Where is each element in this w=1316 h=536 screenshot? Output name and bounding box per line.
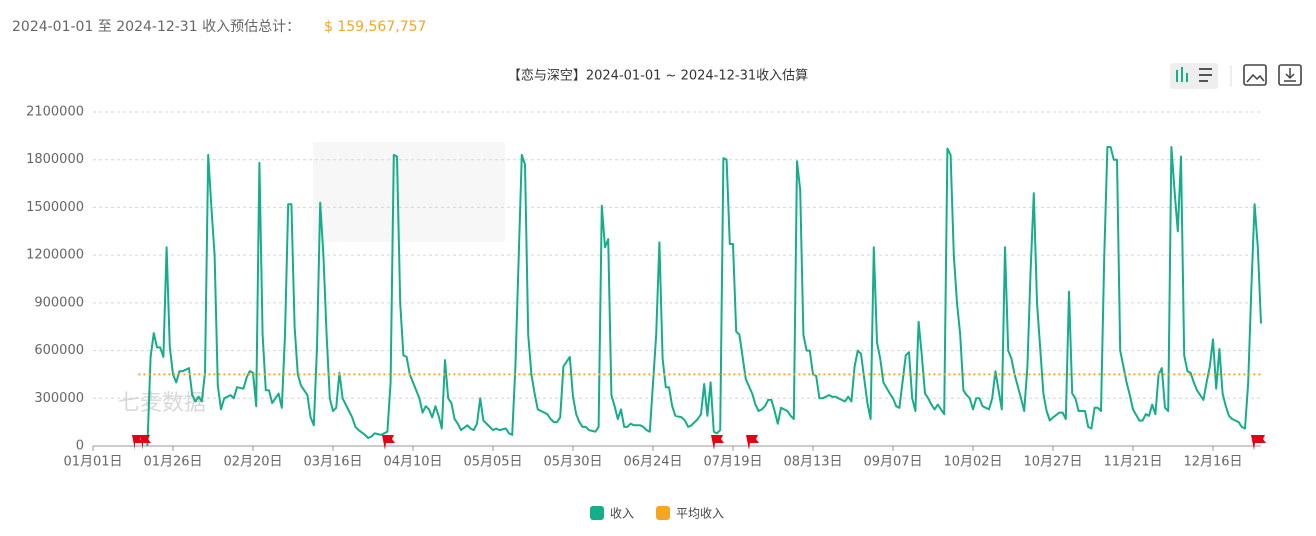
y-tick-label: 900000 <box>34 295 84 310</box>
y-tick-label: 300000 <box>34 391 84 406</box>
y-tick-label: 0 <box>76 439 84 454</box>
x-tick-label: 12月16日 <box>1183 455 1242 470</box>
x-tick-label: 04月10日 <box>383 455 442 470</box>
plot: 0 300000 600000 900000 1200000 1500000 1800000… <box>26 105 1262 470</box>
x-tick-label: 10月02日 <box>943 455 1002 470</box>
legend-swatch[interactable] <box>590 506 604 520</box>
event-flags <box>132 435 1266 450</box>
x-tick-label: 11月21日 <box>1103 455 1162 470</box>
y-tick-label: 600000 <box>34 343 84 358</box>
x-tick-label: 07月19日 <box>703 455 762 470</box>
header-total: $ 159,567,757 <box>324 19 426 35</box>
image-icon <box>1246 73 1265 83</box>
watermark-box <box>313 142 505 242</box>
download-icon <box>1284 68 1296 82</box>
toolbar <box>1170 63 1302 89</box>
event-flag[interactable] <box>132 435 143 450</box>
event-flag[interactable] <box>711 435 724 450</box>
y-tick-label: 1500000 <box>26 200 84 215</box>
legend-swatch[interactable] <box>656 506 671 520</box>
x-tick-label: 01月01日 <box>63 455 122 470</box>
chart-title: 【恋与深空】2024-01-01 ~ 2024-12-31收入估算 <box>508 68 808 84</box>
event-flag[interactable] <box>1251 435 1266 450</box>
event-flag[interactable] <box>746 435 759 450</box>
x-tick-label: 06月24日 <box>623 455 682 470</box>
x-tick-label: 05月05日 <box>463 455 522 470</box>
x-tick-label: 05月30日 <box>543 455 602 470</box>
x-tick-label: 10月27日 <box>1023 455 1082 470</box>
x-tick-label: 08月13日 <box>783 455 842 470</box>
event-flag[interactable] <box>382 435 395 450</box>
x-tick-label: 01月26日 <box>143 455 202 470</box>
y-tick-label: 2100000 <box>26 105 84 120</box>
header-label: 2024-01-01 至 2024-12-31 收入预估总计： <box>12 19 300 35</box>
event-flag[interactable] <box>140 435 151 450</box>
revenue-line <box>146 146 1262 447</box>
y-tick-label: 1200000 <box>26 248 84 263</box>
legend-label[interactable]: 平均收入 <box>676 507 724 521</box>
y-tick-label: 1800000 <box>26 152 84 167</box>
x-tick-label: 02月20日 <box>223 455 282 470</box>
table-icon <box>1199 68 1212 82</box>
x-tick-label: 09月07日 <box>863 455 922 470</box>
x-tick-label: 03月16日 <box>303 455 362 470</box>
legend-label[interactable]: 收入 <box>610 507 634 521</box>
chart-icon <box>1176 67 1188 82</box>
download-button[interactable] <box>1278 64 1302 86</box>
image-button[interactable] <box>1243 64 1267 86</box>
